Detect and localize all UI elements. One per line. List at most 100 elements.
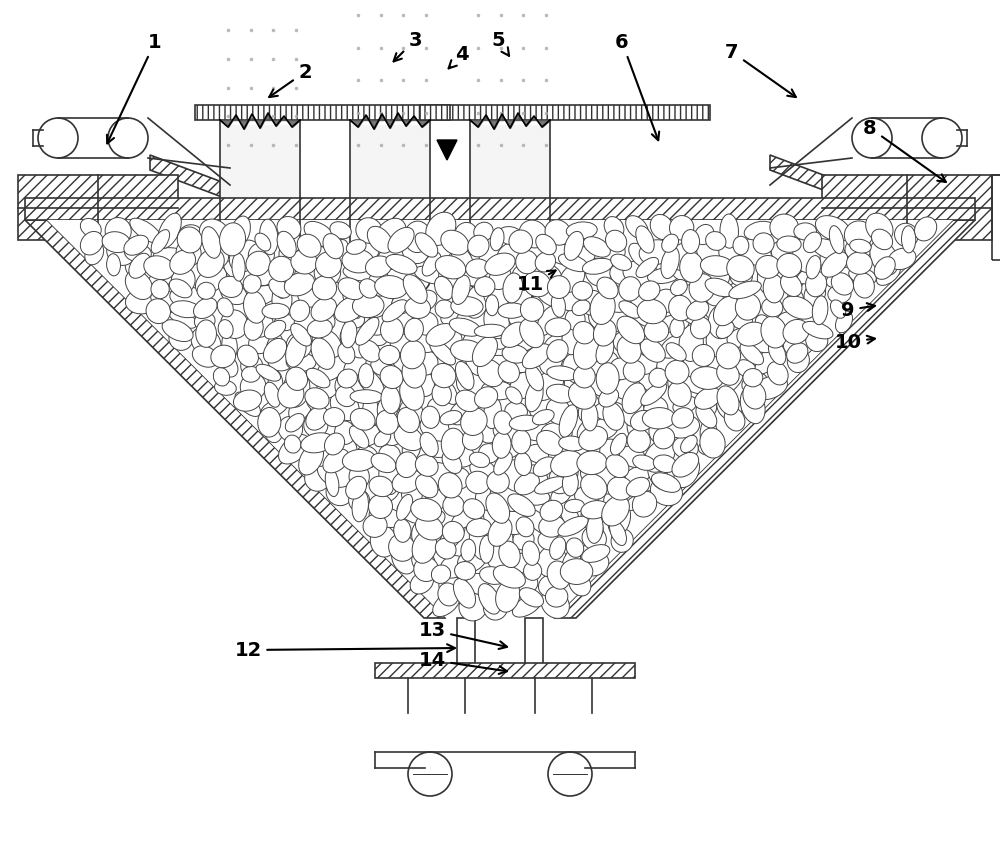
Ellipse shape	[733, 237, 749, 254]
Ellipse shape	[415, 515, 443, 540]
Ellipse shape	[815, 215, 851, 241]
Ellipse shape	[397, 408, 419, 432]
Ellipse shape	[599, 286, 634, 312]
Ellipse shape	[221, 310, 248, 339]
Ellipse shape	[690, 317, 711, 339]
Ellipse shape	[668, 369, 691, 397]
Ellipse shape	[229, 240, 260, 272]
Ellipse shape	[194, 298, 217, 318]
Bar	[457, 618, 475, 670]
Ellipse shape	[304, 221, 335, 247]
Ellipse shape	[853, 273, 874, 298]
Ellipse shape	[736, 360, 756, 377]
Ellipse shape	[468, 235, 489, 257]
Ellipse shape	[872, 229, 893, 249]
Ellipse shape	[448, 415, 471, 437]
Ellipse shape	[524, 465, 548, 488]
Ellipse shape	[306, 407, 328, 430]
Ellipse shape	[241, 355, 263, 377]
Ellipse shape	[483, 500, 499, 534]
Ellipse shape	[245, 285, 278, 306]
Ellipse shape	[403, 275, 427, 304]
Ellipse shape	[386, 254, 417, 274]
Ellipse shape	[388, 346, 412, 373]
Ellipse shape	[378, 243, 408, 270]
Ellipse shape	[559, 286, 580, 311]
Ellipse shape	[650, 214, 673, 240]
Ellipse shape	[233, 390, 262, 411]
Ellipse shape	[170, 250, 196, 274]
Ellipse shape	[610, 358, 632, 380]
Ellipse shape	[317, 356, 346, 381]
Ellipse shape	[243, 275, 261, 294]
Ellipse shape	[494, 411, 513, 434]
Ellipse shape	[237, 346, 258, 367]
Ellipse shape	[263, 339, 287, 363]
Ellipse shape	[590, 291, 615, 324]
Ellipse shape	[450, 340, 483, 362]
Ellipse shape	[527, 261, 561, 284]
Ellipse shape	[803, 322, 833, 339]
Ellipse shape	[426, 323, 455, 346]
Ellipse shape	[513, 529, 534, 550]
Ellipse shape	[700, 255, 734, 277]
Ellipse shape	[619, 446, 646, 467]
Ellipse shape	[641, 383, 667, 405]
Ellipse shape	[591, 418, 618, 439]
Ellipse shape	[426, 212, 456, 245]
Ellipse shape	[525, 444, 554, 463]
Ellipse shape	[391, 291, 416, 314]
Ellipse shape	[781, 273, 802, 296]
Ellipse shape	[545, 220, 571, 245]
Ellipse shape	[706, 327, 733, 358]
Ellipse shape	[389, 534, 415, 562]
Ellipse shape	[130, 218, 162, 243]
Ellipse shape	[768, 340, 786, 364]
Ellipse shape	[405, 297, 431, 318]
Ellipse shape	[743, 368, 763, 387]
Ellipse shape	[459, 593, 487, 621]
Ellipse shape	[569, 572, 591, 596]
Ellipse shape	[440, 556, 466, 578]
Ellipse shape	[874, 257, 895, 279]
Ellipse shape	[451, 479, 479, 507]
Ellipse shape	[587, 514, 603, 543]
Ellipse shape	[551, 484, 572, 505]
Ellipse shape	[107, 254, 120, 276]
Ellipse shape	[286, 353, 316, 371]
Ellipse shape	[537, 545, 566, 577]
Text: 13: 13	[418, 620, 507, 649]
Ellipse shape	[290, 300, 310, 322]
Ellipse shape	[330, 391, 359, 420]
Ellipse shape	[463, 261, 495, 286]
Ellipse shape	[219, 277, 242, 298]
Ellipse shape	[272, 283, 292, 317]
Ellipse shape	[316, 308, 335, 330]
Ellipse shape	[498, 303, 526, 318]
Ellipse shape	[481, 356, 513, 374]
Ellipse shape	[169, 279, 192, 298]
Ellipse shape	[199, 219, 230, 249]
Ellipse shape	[836, 311, 853, 333]
Ellipse shape	[341, 321, 357, 348]
Ellipse shape	[222, 331, 237, 359]
Ellipse shape	[381, 317, 403, 343]
Ellipse shape	[461, 540, 476, 562]
Ellipse shape	[625, 491, 659, 511]
Ellipse shape	[144, 256, 174, 280]
Ellipse shape	[420, 432, 438, 457]
Ellipse shape	[439, 521, 465, 551]
Ellipse shape	[679, 325, 703, 362]
Ellipse shape	[649, 420, 671, 443]
Ellipse shape	[439, 329, 462, 357]
Ellipse shape	[744, 221, 775, 240]
Ellipse shape	[343, 311, 365, 328]
Ellipse shape	[394, 519, 411, 542]
Ellipse shape	[490, 485, 526, 511]
Ellipse shape	[427, 397, 460, 420]
Ellipse shape	[394, 426, 423, 450]
Ellipse shape	[230, 216, 250, 248]
Ellipse shape	[202, 226, 221, 258]
Ellipse shape	[531, 371, 564, 401]
Ellipse shape	[452, 275, 470, 305]
